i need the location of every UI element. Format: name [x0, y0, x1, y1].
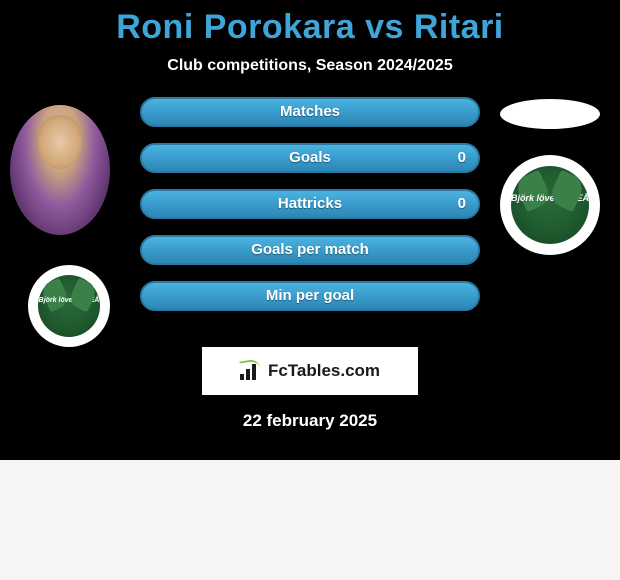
- stat-label: Hattricks: [142, 191, 478, 217]
- stat-bar-matches: Matches: [140, 97, 480, 127]
- player-photo-right-placeholder: [500, 99, 600, 129]
- comparison-card: Roni Porokara vs Ritari Club competition…: [0, 0, 620, 460]
- stat-bar-min-per-goal: Min per goal: [140, 281, 480, 311]
- stat-bar-goals: Goals 0: [140, 143, 480, 173]
- brand-attribution: FcTables.com: [202, 347, 418, 395]
- shield-leaf-icon: Björk löven UMEÅ: [511, 166, 589, 244]
- stat-value: 0: [458, 191, 466, 217]
- team-badge-right: Björk löven UMEÅ: [500, 155, 600, 255]
- team-badge-left-text: Björk löven UMEÅ: [38, 297, 100, 305]
- stat-bars: Matches Goals 0 Hattricks 0 Goals per ma…: [140, 97, 480, 327]
- stat-label: Matches: [142, 99, 478, 125]
- stat-value: 0: [458, 145, 466, 171]
- bar-chart-icon: [240, 362, 262, 380]
- stat-bar-goals-per-match: Goals per match: [140, 235, 480, 265]
- brand-text: FcTables.com: [268, 361, 380, 381]
- page-title: Roni Porokara vs Ritari: [0, 0, 620, 47]
- page-subtitle: Club competitions, Season 2024/2025: [0, 57, 620, 75]
- team-badge-right-text: Björk löven UMEÅ: [511, 194, 589, 204]
- shield-leaf-icon: Björk löven UMEÅ: [38, 275, 100, 337]
- stat-label: Min per goal: [142, 283, 478, 309]
- stat-bar-hattricks: Hattricks 0: [140, 189, 480, 219]
- player-photo-left: [10, 105, 110, 235]
- team-badge-left: Björk löven UMEÅ: [28, 265, 110, 347]
- date-text: 22 february 2025: [0, 411, 620, 431]
- stat-label: Goals: [142, 145, 478, 171]
- stat-label: Goals per match: [142, 237, 478, 263]
